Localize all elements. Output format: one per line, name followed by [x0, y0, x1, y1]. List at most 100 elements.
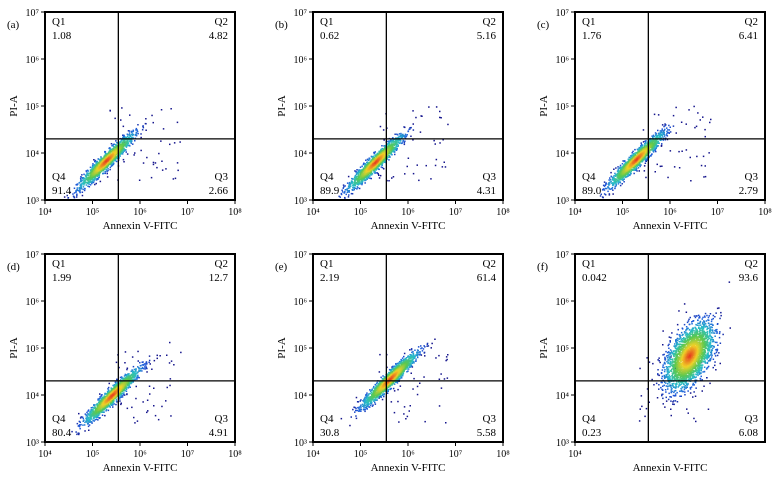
event-dot	[349, 183, 352, 186]
event-dot	[169, 384, 171, 387]
event-dot	[378, 174, 380, 176]
event-dot	[130, 137, 132, 139]
event-dot	[627, 175, 629, 177]
event-dot	[388, 147, 390, 150]
event-dot	[359, 182, 362, 184]
event-dot	[619, 179, 621, 181]
event-dot	[609, 181, 611, 183]
event-dot	[356, 181, 358, 184]
event-dot	[127, 142, 129, 144]
event-dot	[638, 170, 640, 172]
event-dot	[672, 114, 675, 117]
event-dot	[91, 164, 94, 167]
event-dot	[115, 381, 117, 384]
event-dot	[635, 166, 637, 168]
event-dot	[84, 181, 86, 183]
event-dot	[617, 171, 619, 174]
event-dot	[656, 136, 659, 138]
event-dot	[98, 397, 101, 400]
y-axis-label: PI-A	[8, 95, 20, 116]
event-dot	[110, 143, 113, 145]
event-dot	[636, 158, 638, 160]
event-dot	[115, 403, 117, 406]
event-dot	[79, 424, 81, 427]
event-dot	[388, 156, 390, 158]
event-dot	[107, 386, 110, 389]
event-dot	[132, 136, 134, 139]
event-dot	[120, 119, 122, 121]
x-tick-label: 10⁴	[38, 207, 52, 218]
event-dot	[351, 180, 354, 183]
event-dot	[151, 368, 153, 370]
event-dot	[121, 377, 124, 379]
event-dot	[630, 156, 632, 158]
event-dot	[619, 168, 622, 170]
x-tick-label: 10⁸	[758, 207, 772, 218]
event-dot	[104, 161, 106, 163]
event-dot	[641, 145, 643, 148]
event-dot	[610, 171, 612, 174]
event-dot	[132, 365, 135, 368]
event-dot	[656, 145, 659, 147]
event-dot	[166, 354, 168, 356]
event-dot	[125, 139, 127, 141]
event-dot	[621, 172, 624, 175]
event-dot	[354, 180, 356, 182]
event-dot	[348, 191, 350, 193]
event-dot	[421, 115, 423, 117]
event-dot	[643, 170, 646, 172]
event-dot	[629, 157, 632, 159]
event-dot	[630, 171, 632, 173]
event-dot	[141, 361, 143, 363]
event-dot	[369, 162, 372, 164]
event-dot	[654, 148, 657, 151]
event-dot	[78, 412, 80, 415]
event-dot	[648, 156, 650, 159]
event-dot	[640, 142, 642, 144]
event-dot	[609, 188, 611, 190]
event-dot	[354, 175, 357, 177]
event-dot	[89, 176, 92, 178]
event-dot	[120, 145, 122, 147]
event-dot	[663, 135, 666, 137]
event-dot	[378, 164, 380, 166]
event-dot	[359, 174, 361, 176]
event-dot	[360, 169, 362, 171]
event-dot	[654, 144, 657, 147]
event-dot	[125, 374, 128, 376]
event-dot	[95, 174, 97, 177]
event-dot	[111, 162, 113, 165]
event-dot	[135, 376, 138, 378]
event-dot	[626, 161, 628, 164]
event-dot	[92, 175, 94, 177]
event-dot	[95, 182, 97, 185]
event-dot	[96, 177, 99, 180]
event-dot	[118, 397, 120, 399]
event-dot	[123, 136, 126, 138]
event-dot	[88, 429, 90, 431]
event-dot	[151, 114, 153, 117]
event-dot	[633, 164, 636, 166]
event-dot	[608, 184, 610, 186]
event-dot	[624, 167, 627, 169]
event-dot	[135, 397, 137, 400]
event-dot	[126, 143, 128, 145]
plot-frame	[574, 11, 766, 201]
event-dot	[387, 143, 389, 146]
event-dot	[129, 141, 132, 143]
event-dot	[161, 405, 163, 408]
event-dot	[129, 114, 131, 116]
event-dot	[75, 189, 77, 192]
event-dot	[658, 133, 660, 136]
event-dot	[636, 170, 638, 172]
event-dot	[126, 407, 129, 410]
event-dot	[615, 178, 617, 180]
event-dot	[125, 141, 128, 143]
x-tick-label: 10⁴	[568, 207, 582, 218]
event-dot	[702, 155, 705, 158]
event-dot	[627, 165, 630, 168]
event-dot	[165, 400, 167, 402]
event-dot	[148, 359, 151, 362]
event-dot	[366, 166, 368, 169]
event-dot	[159, 355, 161, 357]
